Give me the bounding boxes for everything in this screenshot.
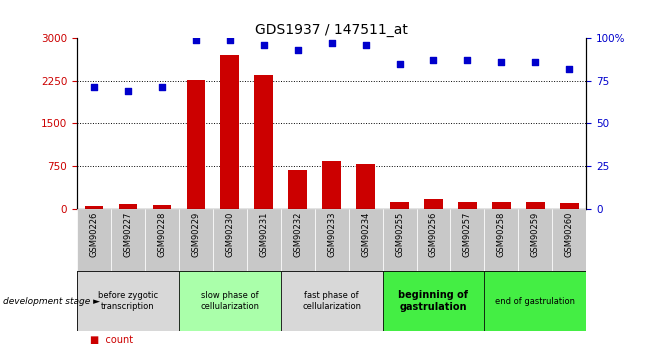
- Text: GSM90228: GSM90228: [157, 212, 166, 257]
- Bar: [322, 161, 341, 209]
- Bar: [492, 203, 511, 209]
- Text: GSM90227: GSM90227: [123, 212, 133, 257]
- Point: [123, 88, 133, 93]
- Point: [564, 66, 575, 71]
- Text: GSM90257: GSM90257: [463, 212, 472, 257]
- Point: [428, 57, 439, 63]
- Bar: [458, 203, 477, 209]
- Point: [259, 42, 269, 48]
- Point: [292, 47, 303, 53]
- Point: [496, 59, 507, 65]
- FancyBboxPatch shape: [519, 209, 552, 271]
- Bar: [119, 204, 137, 209]
- Bar: [84, 206, 103, 209]
- Bar: [560, 203, 579, 209]
- Text: GSM90260: GSM90260: [565, 212, 574, 257]
- Text: ■  count: ■ count: [90, 335, 133, 345]
- FancyBboxPatch shape: [179, 209, 213, 271]
- FancyBboxPatch shape: [145, 209, 179, 271]
- FancyBboxPatch shape: [77, 209, 111, 271]
- Text: GSM90258: GSM90258: [497, 212, 506, 257]
- Text: slow phase of
cellularization: slow phase of cellularization: [200, 291, 259, 311]
- Point: [326, 40, 337, 46]
- FancyBboxPatch shape: [281, 209, 315, 271]
- Bar: [186, 80, 205, 209]
- Text: GSM90226: GSM90226: [90, 212, 98, 257]
- FancyBboxPatch shape: [450, 209, 484, 271]
- Bar: [526, 202, 545, 209]
- Point: [462, 57, 473, 63]
- FancyBboxPatch shape: [383, 271, 484, 331]
- FancyBboxPatch shape: [247, 209, 281, 271]
- Point: [157, 85, 168, 90]
- Point: [88, 85, 99, 90]
- Text: GSM90230: GSM90230: [225, 212, 234, 257]
- Point: [530, 59, 541, 65]
- FancyBboxPatch shape: [77, 271, 179, 331]
- Bar: [424, 199, 443, 209]
- Text: GSM90255: GSM90255: [395, 212, 404, 257]
- Text: beginning of
gastrulation: beginning of gastrulation: [399, 290, 468, 312]
- Bar: [356, 164, 375, 209]
- FancyBboxPatch shape: [111, 209, 145, 271]
- Bar: [153, 205, 172, 209]
- FancyBboxPatch shape: [383, 209, 417, 271]
- Text: development stage ►: development stage ►: [3, 296, 100, 306]
- FancyBboxPatch shape: [213, 209, 247, 271]
- Point: [394, 61, 405, 66]
- FancyBboxPatch shape: [417, 209, 450, 271]
- Point: [224, 37, 235, 42]
- Text: GSM90259: GSM90259: [531, 212, 540, 257]
- Title: GDS1937 / 147511_at: GDS1937 / 147511_at: [255, 23, 408, 37]
- Text: GSM90229: GSM90229: [192, 212, 200, 257]
- FancyBboxPatch shape: [281, 271, 383, 331]
- Text: before zygotic
transcription: before zygotic transcription: [98, 291, 158, 311]
- Point: [190, 37, 201, 42]
- FancyBboxPatch shape: [484, 271, 586, 331]
- Bar: [220, 55, 239, 209]
- FancyBboxPatch shape: [179, 271, 281, 331]
- Text: GSM90231: GSM90231: [259, 212, 268, 257]
- Text: GSM90234: GSM90234: [361, 212, 370, 257]
- FancyBboxPatch shape: [484, 209, 519, 271]
- Bar: [255, 75, 273, 209]
- Text: GSM90233: GSM90233: [327, 212, 336, 257]
- Bar: [390, 202, 409, 209]
- Text: GSM90256: GSM90256: [429, 212, 438, 257]
- FancyBboxPatch shape: [552, 209, 586, 271]
- FancyBboxPatch shape: [348, 209, 383, 271]
- Text: fast phase of
cellularization: fast phase of cellularization: [302, 291, 361, 311]
- Point: [360, 42, 371, 48]
- FancyBboxPatch shape: [315, 209, 348, 271]
- Bar: [288, 170, 307, 209]
- Text: GSM90232: GSM90232: [293, 212, 302, 257]
- Text: end of gastrulation: end of gastrulation: [495, 296, 576, 306]
